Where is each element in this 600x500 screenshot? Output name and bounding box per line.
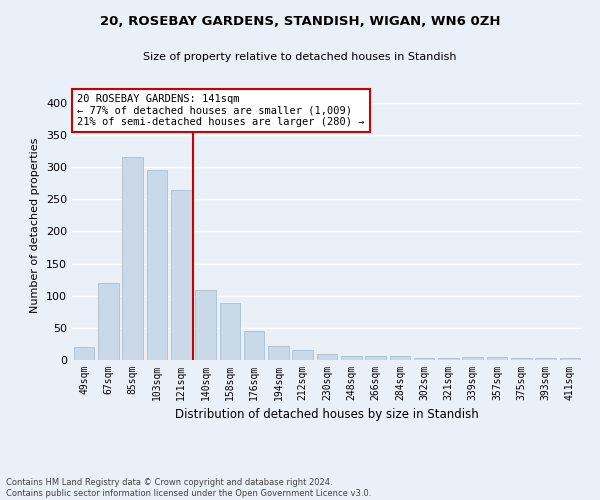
Bar — [317, 354, 337, 360]
Text: 20, ROSEBAY GARDENS, STANDISH, WIGAN, WN6 0ZH: 20, ROSEBAY GARDENS, STANDISH, WIGAN, WN… — [100, 15, 500, 28]
Text: 20 ROSEBAY GARDENS: 141sqm
← 77% of detached houses are smaller (1,009)
21% of s: 20 ROSEBAY GARDENS: 141sqm ← 77% of deta… — [77, 94, 365, 127]
Bar — [414, 358, 434, 360]
Bar — [341, 356, 362, 360]
Bar — [171, 190, 191, 360]
Bar — [220, 304, 240, 360]
Bar — [365, 356, 386, 360]
Bar — [98, 283, 119, 360]
Bar — [244, 331, 265, 360]
Bar — [292, 350, 313, 360]
Text: Contains HM Land Registry data © Crown copyright and database right 2024.
Contai: Contains HM Land Registry data © Crown c… — [6, 478, 371, 498]
Bar — [487, 358, 508, 360]
Text: Size of property relative to detached houses in Standish: Size of property relative to detached ho… — [143, 52, 457, 62]
Bar — [560, 358, 580, 360]
Y-axis label: Number of detached properties: Number of detached properties — [31, 138, 40, 312]
X-axis label: Distribution of detached houses by size in Standish: Distribution of detached houses by size … — [175, 408, 479, 422]
Bar — [535, 358, 556, 360]
Bar — [511, 358, 532, 360]
Bar — [122, 158, 143, 360]
Bar — [389, 356, 410, 360]
Bar — [146, 170, 167, 360]
Bar — [268, 346, 289, 360]
Bar — [438, 358, 459, 360]
Bar — [74, 347, 94, 360]
Bar — [463, 358, 483, 360]
Bar — [195, 290, 216, 360]
